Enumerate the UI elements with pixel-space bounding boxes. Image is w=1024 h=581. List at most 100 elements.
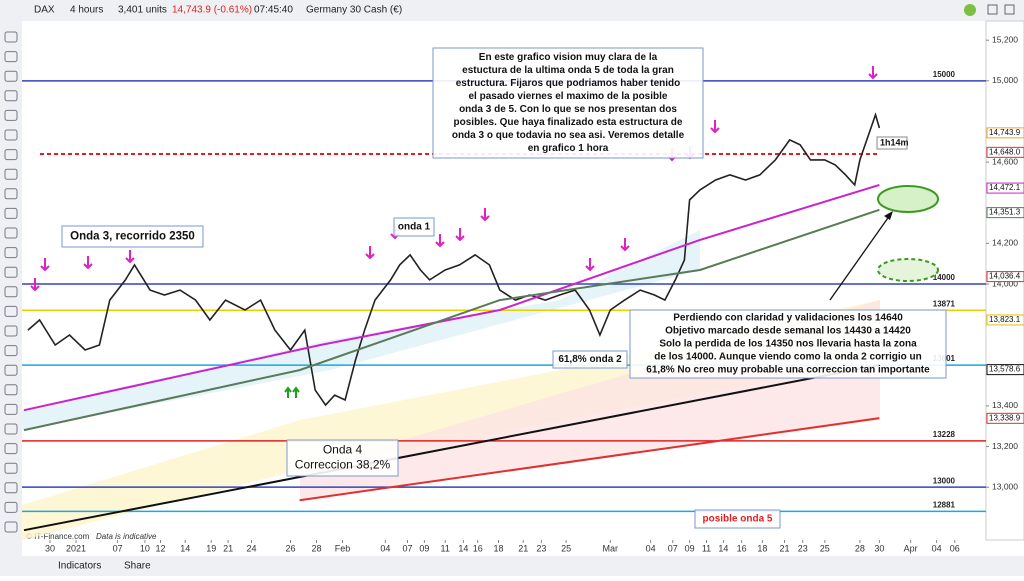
level-label: 13228 xyxy=(933,430,956,439)
clock: 07:45:40 xyxy=(254,5,293,16)
close-button[interactable] xyxy=(1004,4,1015,15)
annotation-text: estuctura de la ultima onda 5 de toda la… xyxy=(462,65,674,76)
tool-icon xyxy=(4,286,18,298)
x-tick-label: 21 xyxy=(779,543,789,553)
toolbar xyxy=(0,0,1024,21)
annotation-text: Solo la perdida de los 14350 nos llevari… xyxy=(659,339,917,350)
band-blue xyxy=(22,230,700,430)
level-label: 14000 xyxy=(933,273,956,282)
x-tick-label: 09 xyxy=(419,543,429,553)
y-tick-label: 15,200 xyxy=(992,34,1018,44)
x-tick-label: 07 xyxy=(113,543,123,553)
price-tag-label: 14,351.3 xyxy=(989,208,1021,217)
x-tick-label: Mar xyxy=(603,543,619,553)
signal-arrow-up xyxy=(292,386,300,398)
price-tag xyxy=(986,127,1024,139)
price-tag xyxy=(986,271,1024,283)
x-tick-label: 25 xyxy=(561,543,571,553)
tool-icon xyxy=(4,266,18,278)
signal-arrow xyxy=(620,238,630,252)
tool-icon xyxy=(4,443,18,455)
tool-icon xyxy=(4,364,18,376)
x-tick-label: 21 xyxy=(223,543,233,553)
annotation-text: en grafico 1 hora xyxy=(528,143,609,154)
price-tag xyxy=(986,182,1024,194)
x-tick-label: 14 xyxy=(718,543,728,553)
plot-area: 150001400013871136011322813000128811h14m… xyxy=(22,47,986,540)
annotation-text: onda 1 xyxy=(398,222,431,233)
target-ellipse-dashed xyxy=(877,258,939,282)
signal-arrow-up xyxy=(284,386,292,398)
annotation-box xyxy=(393,217,435,237)
x-tick-label: 24 xyxy=(246,543,256,553)
annotation-text: posibles. Que haya finalizado esta estru… xyxy=(454,117,683,128)
x-tick-label: 12 xyxy=(155,543,165,553)
annotation-text: de los 14000. Aunque viendo como la onda… xyxy=(654,352,921,363)
x-tick-label: 09 xyxy=(685,543,695,553)
tool-icon xyxy=(4,521,18,533)
annotation-box xyxy=(286,439,399,477)
signal-arrow xyxy=(868,66,878,80)
moving-average xyxy=(23,183,880,412)
x-tick-label: 2021 xyxy=(66,543,86,553)
price-tag-label: 13,823.1 xyxy=(989,315,1021,324)
signal-arrow xyxy=(455,228,465,242)
annotation-box xyxy=(432,47,704,159)
tool-icon xyxy=(4,188,18,200)
y-tick-label: 14,000 xyxy=(992,278,1018,288)
annotation-box xyxy=(552,350,628,369)
tool-icon xyxy=(4,345,18,357)
x-tick-label: 25 xyxy=(820,543,830,553)
target-ellipse xyxy=(877,185,939,213)
indicators-button[interactable]: Indicators xyxy=(58,561,101,572)
price-tag-label: 14,036.4 xyxy=(989,272,1021,281)
timeframe[interactable]: 4 hours xyxy=(70,5,103,16)
share-button[interactable]: Share xyxy=(124,561,151,572)
symbol[interactable]: DAX xyxy=(34,5,55,16)
signal-arrow xyxy=(125,250,135,264)
window-button[interactable] xyxy=(987,4,998,15)
refresh-icon[interactable] xyxy=(964,4,976,16)
x-tick-label: 30 xyxy=(45,543,55,553)
units[interactable]: 3,401 units xyxy=(118,5,167,16)
level-label: 13871 xyxy=(933,299,956,308)
annotation-text: onda 3 o que todavia no sea asi. Veremos… xyxy=(452,130,685,141)
price-tag xyxy=(986,146,1024,158)
price-line xyxy=(27,112,881,407)
tool-icon xyxy=(4,305,18,317)
y-tick-label: 13,000 xyxy=(992,481,1018,491)
signal-arrow xyxy=(40,258,50,272)
tool-icon xyxy=(4,423,18,435)
tool-icon xyxy=(4,403,18,415)
signal-arrow xyxy=(480,208,490,222)
tool-icon xyxy=(4,168,18,180)
x-tick-label: 16 xyxy=(473,543,483,553)
price-tag xyxy=(986,207,1024,219)
price-tag xyxy=(986,364,1024,376)
y-tick-label: 14,600 xyxy=(992,156,1018,166)
y-tick-label: 13,200 xyxy=(992,441,1018,451)
x-tick-label: 07 xyxy=(668,543,678,553)
x-tick-label: 14 xyxy=(180,543,190,553)
tool-icon xyxy=(4,227,18,239)
timer: 1h14m xyxy=(880,137,909,147)
x-tick-label: 19 xyxy=(206,543,216,553)
x-tick-label: 04 xyxy=(646,543,656,553)
price-change: 14,743.9 (-0.61%) xyxy=(172,5,252,16)
x-tick-label: 11 xyxy=(702,543,711,553)
x-tick-label: 18 xyxy=(757,543,767,553)
signal-arrow xyxy=(435,234,445,248)
tool-icons xyxy=(4,31,18,533)
level-label: 12881 xyxy=(933,500,956,509)
annotation-text: Onda 4 xyxy=(323,443,363,457)
x-tick-label: 30 xyxy=(874,543,884,553)
x-tick-label: 04 xyxy=(380,543,390,553)
y-tick-label: 15,000 xyxy=(992,75,1018,85)
tool-icon xyxy=(4,31,18,43)
timer-box xyxy=(876,136,908,150)
tool-icon xyxy=(4,70,18,82)
annotation-text: onda 3 de 5. Con lo que se nos presentan… xyxy=(459,104,677,115)
copyright: © IT-Finance.com xyxy=(26,532,90,541)
annotation-text: posible onda 5 xyxy=(702,514,772,525)
annotation-text: Onda 3, recorrido 2350 xyxy=(70,231,195,243)
